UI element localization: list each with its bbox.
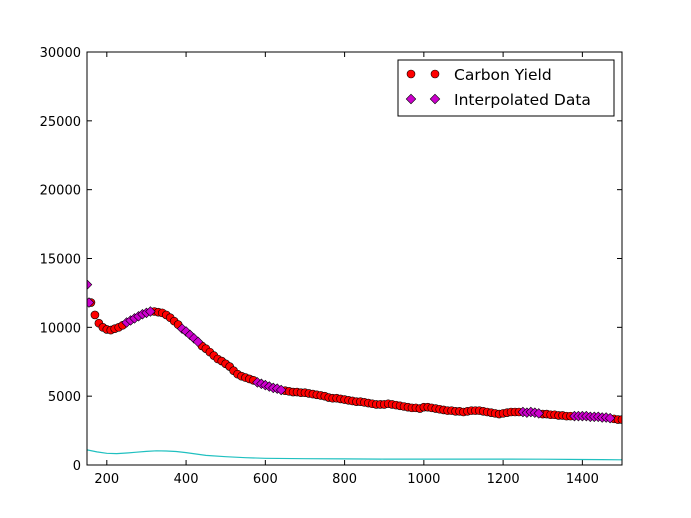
x-tick-label: 800 xyxy=(332,472,357,487)
legend-marker-carbon-yield-dot xyxy=(406,69,416,79)
y-tick-label: 20000 xyxy=(40,184,81,199)
plot-frame xyxy=(86,51,623,466)
interpolated-data-point xyxy=(87,279,93,290)
y-tick-label: 30000 xyxy=(40,46,81,61)
x-tick-label: 400 xyxy=(174,472,199,487)
x-tick-label: 1200 xyxy=(487,472,520,487)
x-tick-labels: 200 400 600 800 1000 1200 1400 xyxy=(94,472,599,487)
carbon-yield-point xyxy=(90,310,100,320)
y-tick-label: 15000 xyxy=(40,253,81,268)
series-group xyxy=(87,279,622,461)
interpolated-data-point xyxy=(275,384,287,396)
y-tick-label: 10000 xyxy=(40,321,81,336)
y-tick-label: 5000 xyxy=(48,390,81,405)
interpolated-data-point xyxy=(533,408,545,419)
y-tick-labels: 0 5000 10000 15000 20000 25000 30000 xyxy=(40,46,81,474)
x-tick-label: 600 xyxy=(253,472,278,487)
legend-marker-interpolated-data-dot xyxy=(405,93,417,105)
legend-marker-interpolated-data xyxy=(405,93,441,105)
interpolated-data-point xyxy=(184,329,196,341)
interpolated-data-point xyxy=(87,297,95,308)
interpolated-data-point xyxy=(604,412,616,424)
legend-box xyxy=(397,59,615,117)
legend-marker-interpolated-data-dot xyxy=(429,93,441,105)
series-layer xyxy=(87,279,622,461)
tick-marks xyxy=(87,51,622,466)
legend-label-carbon-yield: Carbon Yield xyxy=(454,66,552,84)
interpolated-data-point xyxy=(145,306,156,317)
x-tick-label: 200 xyxy=(94,472,119,487)
y-tick-label: 0 xyxy=(73,459,81,474)
legend-marker-carbon-yield xyxy=(406,69,440,79)
legend: Carbon Yield Interpolated Data xyxy=(397,59,615,117)
baseline-line xyxy=(87,449,622,461)
x-tick-label: 1000 xyxy=(407,472,440,487)
interpolated-data-point xyxy=(192,336,204,348)
legend-marker-carbon-yield-dot xyxy=(430,69,440,79)
x-tick-label: 1400 xyxy=(566,472,599,487)
y-tick-label: 25000 xyxy=(40,115,81,130)
legend-label-interpolated-data: Interpolated Data xyxy=(454,91,591,109)
carbon-yield-point xyxy=(617,415,622,424)
plot-area xyxy=(87,52,622,465)
